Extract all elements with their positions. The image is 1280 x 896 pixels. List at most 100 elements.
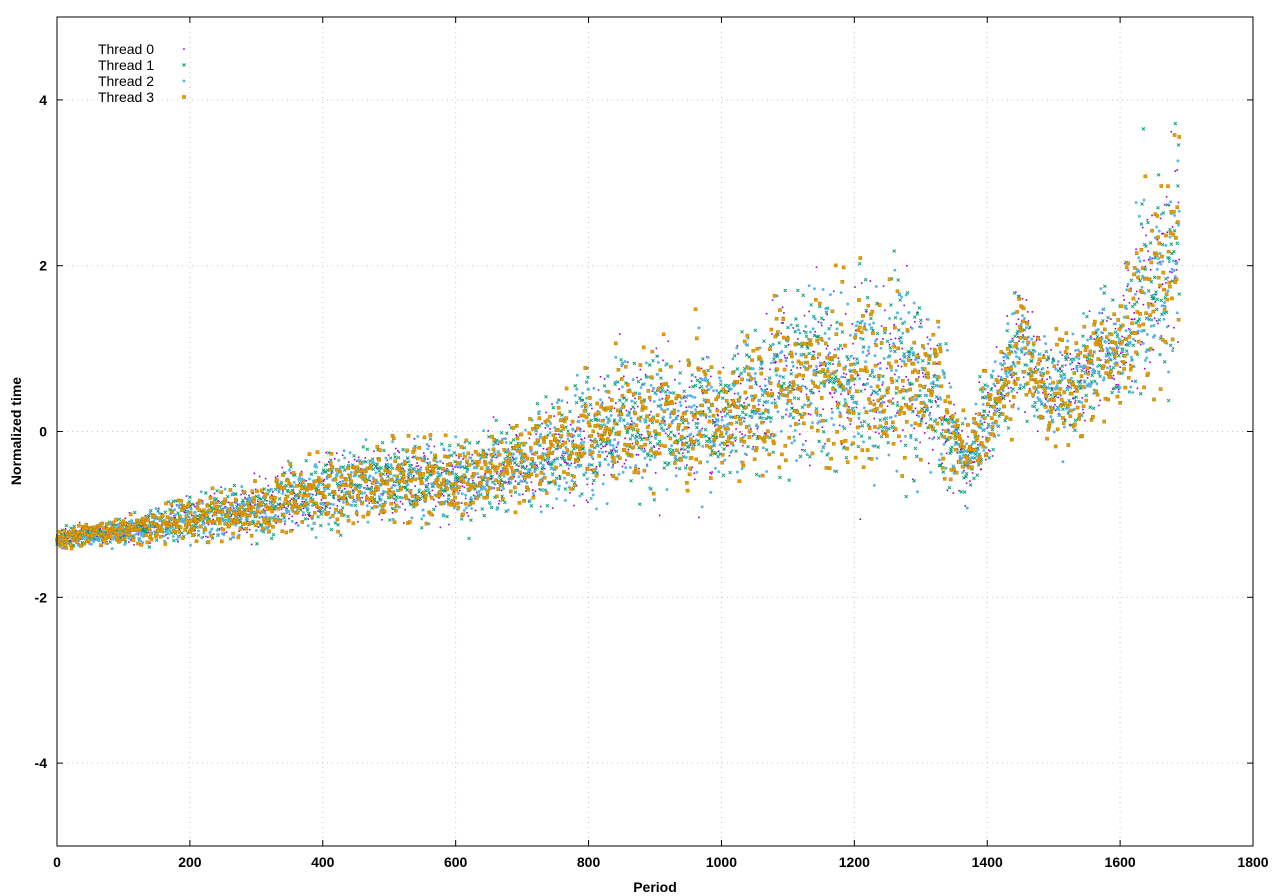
thread-2-point — [609, 413, 613, 417]
thread-0-point — [1138, 278, 1141, 281]
thread-0-point — [387, 454, 390, 456]
thread-0-point — [780, 332, 783, 335]
thread-1-point — [789, 371, 794, 376]
thread-0-point — [644, 449, 646, 452]
thread-1-point — [417, 490, 421, 494]
thread-0-point — [659, 391, 662, 393]
thread-2-point — [555, 401, 559, 405]
thread-1-point — [827, 326, 831, 331]
thread-2-point — [365, 470, 369, 474]
thread-2-point — [78, 529, 82, 533]
thread-2-point — [743, 452, 747, 456]
thread-1-point — [218, 500, 223, 505]
thread-2-point — [147, 524, 151, 528]
thread-1-point — [1138, 278, 1142, 283]
thread-2-point — [731, 444, 735, 448]
thread-1-point — [859, 389, 863, 394]
thread-0-point — [741, 444, 744, 447]
thread-2-point — [205, 517, 208, 521]
thread-2-point — [543, 452, 547, 456]
thread-2-point — [291, 509, 295, 513]
thread-0-point — [361, 472, 364, 474]
thread-0-point — [484, 473, 486, 476]
thread-1-point — [1130, 358, 1134, 362]
thread-2-point — [246, 496, 250, 500]
thread-0-point — [1072, 368, 1075, 370]
thread-0-point — [583, 430, 585, 433]
thread-2-point — [454, 435, 458, 439]
thread-2-point — [982, 449, 986, 453]
thread-1-point — [908, 433, 913, 438]
thread-2-point — [606, 463, 610, 467]
thread-0-point — [601, 401, 604, 404]
thread-2-point — [847, 380, 851, 384]
thread-2-point — [902, 360, 906, 364]
thread-2-point — [589, 497, 593, 501]
thread-2-point — [60, 539, 64, 543]
thread-0-point — [1068, 386, 1070, 388]
thread-0-point — [706, 356, 708, 358]
thread-0-point — [618, 333, 621, 335]
thread-2-point — [660, 389, 664, 393]
thread-2-point — [474, 483, 478, 487]
thread-1-point — [762, 339, 766, 343]
thread-0-point — [1111, 377, 1113, 379]
thread-2-point — [303, 483, 307, 487]
thread-2-point — [401, 496, 405, 500]
thread-0-point — [1135, 290, 1138, 293]
thread-2-point — [447, 448, 451, 452]
thread-2-point — [488, 502, 492, 506]
thread-1-point — [758, 366, 763, 371]
thread-2-point — [868, 409, 872, 413]
thread-1-point — [655, 442, 660, 446]
thread-2-point — [702, 433, 706, 437]
thread-2-point — [656, 372, 660, 376]
thread-2-point — [550, 460, 554, 464]
thread-0-point — [1046, 366, 1049, 369]
thread-0-point — [248, 494, 250, 497]
thread-0-point — [515, 435, 518, 437]
thread-2-point — [393, 452, 397, 456]
thread-2-point — [822, 444, 826, 448]
thread-0-point — [279, 502, 282, 505]
thread-0-point — [764, 378, 767, 380]
thread-0-point — [902, 385, 905, 388]
thread-0-point — [531, 453, 533, 455]
thread-0-point — [1088, 310, 1091, 312]
thread-2-point — [638, 392, 642, 396]
thread-1-point — [578, 396, 582, 400]
thread-2-point — [223, 487, 227, 491]
thread-2-point — [640, 476, 644, 480]
thread-2-point — [127, 535, 131, 539]
thread-2-point — [557, 484, 561, 488]
thread-0-point — [638, 433, 641, 436]
thread-0-point — [323, 502, 326, 504]
thread-1-point — [870, 370, 875, 375]
thread-1-point — [861, 337, 865, 341]
thread-1-point — [968, 451, 972, 456]
thread-1-point — [204, 491, 208, 495]
thread-0-point — [1064, 418, 1066, 421]
thread-2-point — [1056, 360, 1060, 364]
thread-0-point — [858, 425, 861, 428]
thread-2-point — [1023, 382, 1027, 386]
thread-2-point — [400, 463, 404, 467]
thread-1-point — [671, 391, 676, 395]
thread-0-point — [316, 507, 319, 509]
thread-1-point — [490, 474, 495, 479]
thread-0-point — [1121, 335, 1123, 338]
thread-2-point — [713, 466, 717, 470]
thread-0-point — [194, 529, 197, 532]
thread-1-point — [406, 456, 410, 460]
thread-1-point — [878, 418, 883, 422]
thread-1-point — [404, 485, 408, 490]
thread-1-point — [728, 470, 732, 475]
thread-0-point — [455, 454, 458, 457]
thread-0-point — [318, 461, 321, 463]
thread-1-point — [383, 500, 388, 504]
thread-0-point — [807, 412, 810, 415]
thread-2-point — [642, 382, 646, 386]
thread-0-point — [651, 390, 654, 392]
thread-0-point — [416, 462, 418, 464]
thread-2-point — [949, 436, 953, 440]
